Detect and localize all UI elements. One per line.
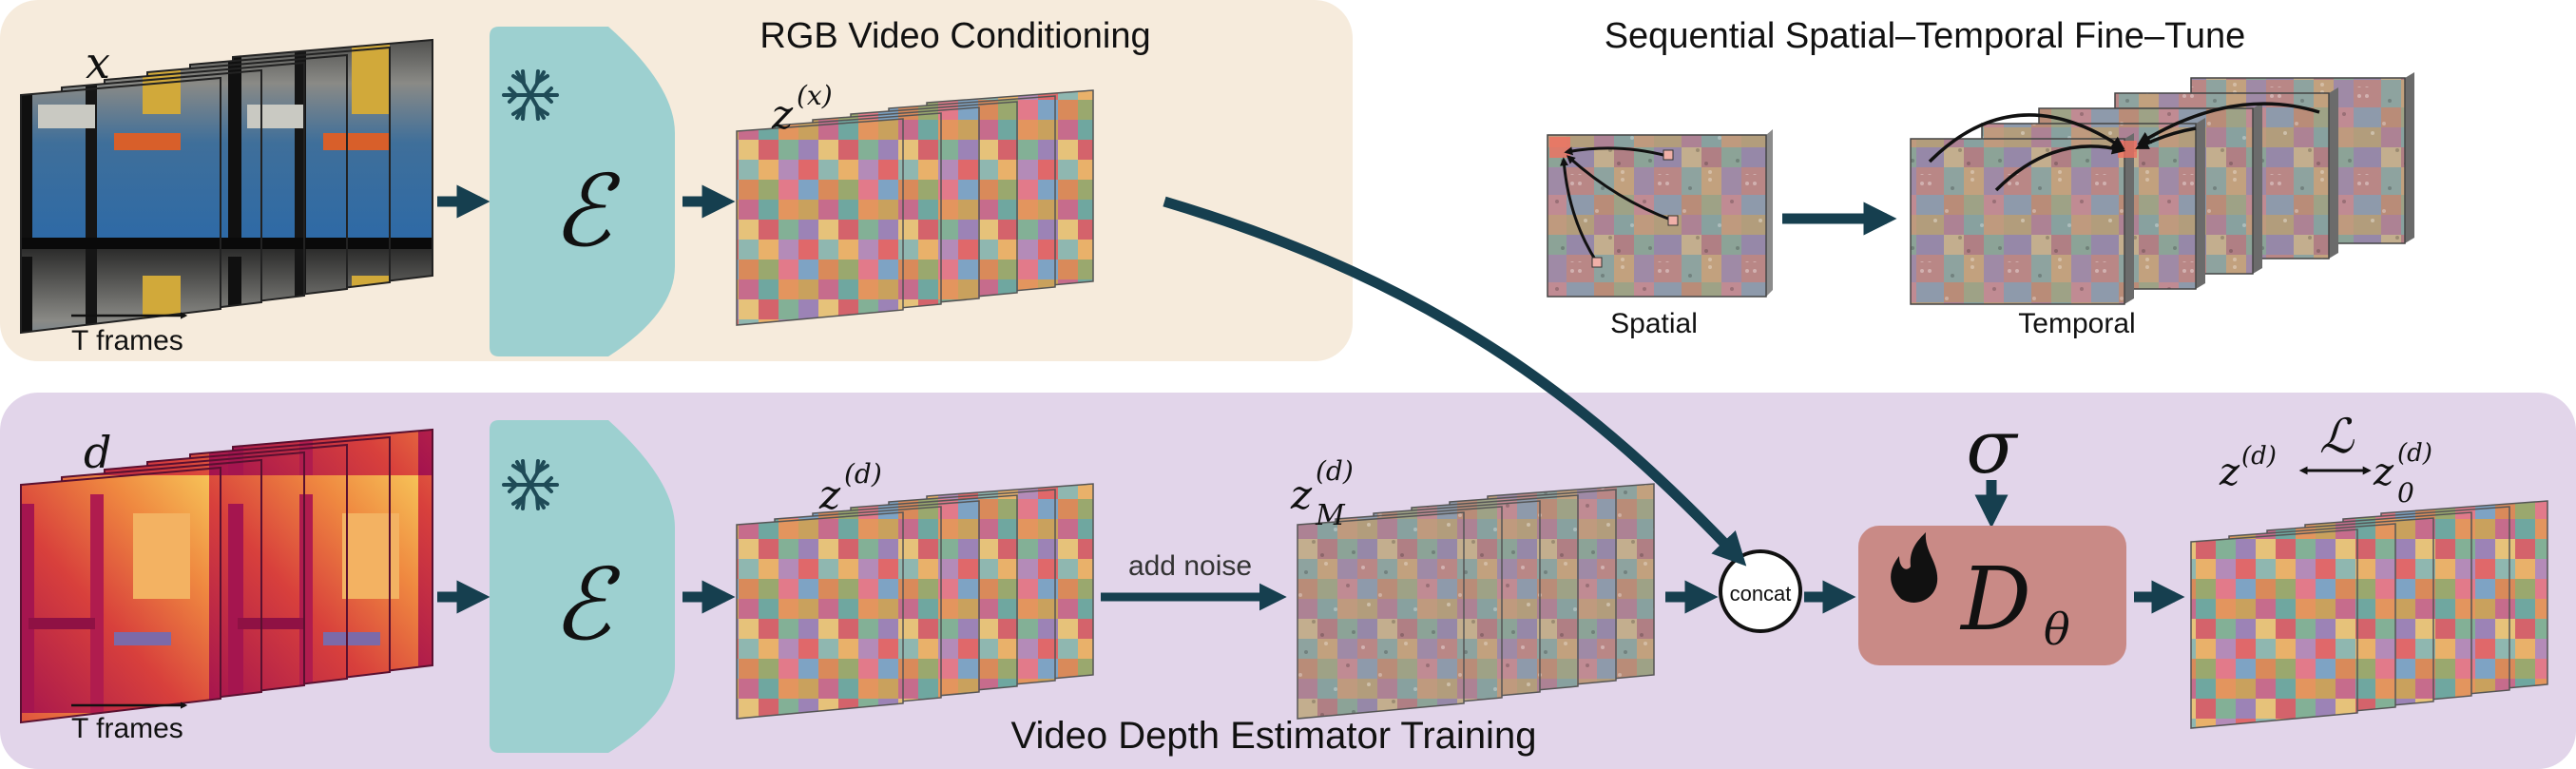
noisy-latent-symbol: z bbox=[1290, 471, 1313, 518]
rgb-video-frames bbox=[20, 38, 433, 335]
loss-symbol: ℒ bbox=[2319, 409, 2355, 464]
rgb-encoder-symbol: ℰ bbox=[552, 153, 621, 269]
loss-left-symbol: z bbox=[2219, 451, 2240, 494]
rgb-panel-title: RGB Video Conditioning bbox=[759, 16, 1150, 56]
rgb-latent-frames bbox=[736, 89, 1094, 326]
sigma-symbol: σ bbox=[1966, 405, 2018, 490]
noisy-latent-subscript: M bbox=[1315, 499, 1346, 532]
loss-right-subscript: 0 bbox=[2397, 477, 2414, 509]
depth-frames-label: T frames bbox=[71, 713, 183, 744]
denoiser-symbol: D bbox=[1959, 548, 2031, 650]
rgb-input-symbol: x bbox=[86, 37, 110, 88]
noisy-latent-superscript: (d) bbox=[1316, 455, 1354, 487]
add-noise-label: add noise bbox=[1128, 550, 1252, 582]
finetune-title: Sequential Spatial–Temporal Fine–Tune bbox=[1605, 16, 2246, 56]
spatial-label: Spatial bbox=[1610, 308, 1698, 339]
rgb-frames-label: T frames bbox=[71, 325, 183, 356]
noisy-latent-frames bbox=[1297, 483, 1655, 720]
concat-node bbox=[1719, 549, 1802, 633]
depth-latent-frames bbox=[736, 483, 1094, 720]
output-latent-frames bbox=[2190, 500, 2548, 729]
concat-label: concat bbox=[1730, 582, 1792, 606]
loss-right-symbol: z bbox=[2373, 451, 2394, 494]
depth-training-panel: Video Depth Estimator Training d T frame… bbox=[0, 393, 2576, 769]
temporal-label: Temporal bbox=[2018, 308, 2135, 339]
depth-encoder-symbol: ℰ bbox=[552, 547, 621, 663]
rgb-latent-symbol: z bbox=[771, 91, 794, 138]
depth-panel-title: Video Depth Estimator Training bbox=[1011, 715, 1537, 757]
temporal-latent-stack bbox=[1910, 72, 2414, 305]
depth-video-frames bbox=[20, 428, 433, 724]
snowflake-icon bbox=[502, 459, 559, 510]
flame-icon bbox=[1891, 532, 1938, 603]
denoiser-subscript: θ bbox=[2044, 604, 2070, 655]
depth-input-symbol: d bbox=[84, 427, 111, 478]
snowflake-icon bbox=[502, 69, 559, 121]
rgb-conditioning-panel: RGB Video Conditioning x T frames ℰ bbox=[0, 0, 1353, 361]
depth-latent-symbol: z bbox=[818, 471, 841, 518]
loss-right-superscript: (d) bbox=[2397, 439, 2432, 468]
loss-left-superscript: (d) bbox=[2241, 442, 2277, 471]
finetune-section: Sequential Spatial–Temporal Fine–Tune Sp… bbox=[1547, 16, 2414, 339]
rgb-latent-to-concat-arrow bbox=[1163, 196, 1747, 567]
rgb-latent-superscript: (x) bbox=[797, 80, 833, 111]
spatial-latent bbox=[1547, 129, 1773, 298]
depth-latent-superscript: (d) bbox=[844, 458, 882, 490]
